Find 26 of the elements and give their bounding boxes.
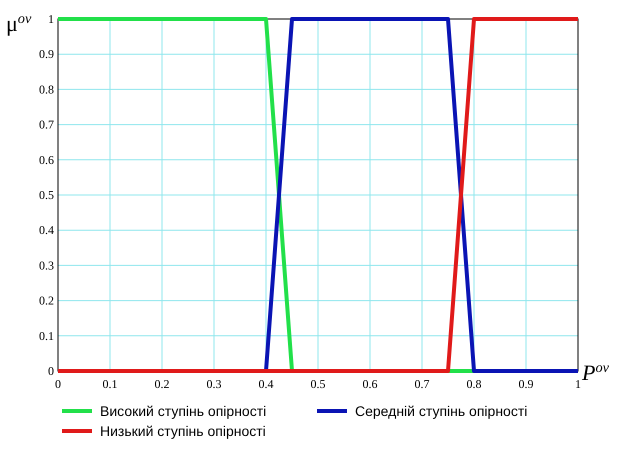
y-tick-label: 0.1 <box>39 328 54 343</box>
legend-label: Низький ступінь опірності <box>100 423 266 439</box>
legend-label: Високий ступінь опірності <box>100 403 266 419</box>
x-tick-label: 0.4 <box>258 377 274 391</box>
x-tick-label: 0.3 <box>206 377 222 391</box>
x-tick-label: 1 <box>575 377 581 391</box>
x-tick-label: 0.1 <box>102 377 118 391</box>
y-tick-label: 0.3 <box>39 258 54 272</box>
y-tick-label: 0.4 <box>39 223 54 238</box>
y-tick-label: 0.7 <box>39 118 54 132</box>
x-tick-label: 0.7 <box>414 377 430 391</box>
x-tick-label: 0.9 <box>518 377 534 391</box>
y-tick-label: 0.9 <box>39 47 54 62</box>
x-tick-label: 0.6 <box>362 377 378 391</box>
y-tick-label: 0.2 <box>39 294 54 308</box>
x-tick-label: 0.2 <box>154 377 170 391</box>
y-tick-label: 0.5 <box>39 188 54 202</box>
y-tick-label: 0.8 <box>39 82 54 96</box>
x-tick-label: 0.8 <box>466 377 482 391</box>
y-axis-title: μ$^{ov}$ <box>6 11 32 36</box>
y-tick-label: 1 <box>48 12 54 26</box>
x-axis-title: P$^{ov}$ <box>581 360 610 385</box>
y-tick-label: 0 <box>48 364 54 378</box>
x-tick-label: 0.5 <box>310 377 326 391</box>
y-tick-label: 0.6 <box>39 152 54 167</box>
legend-label: Середній ступінь опірності <box>355 403 528 419</box>
